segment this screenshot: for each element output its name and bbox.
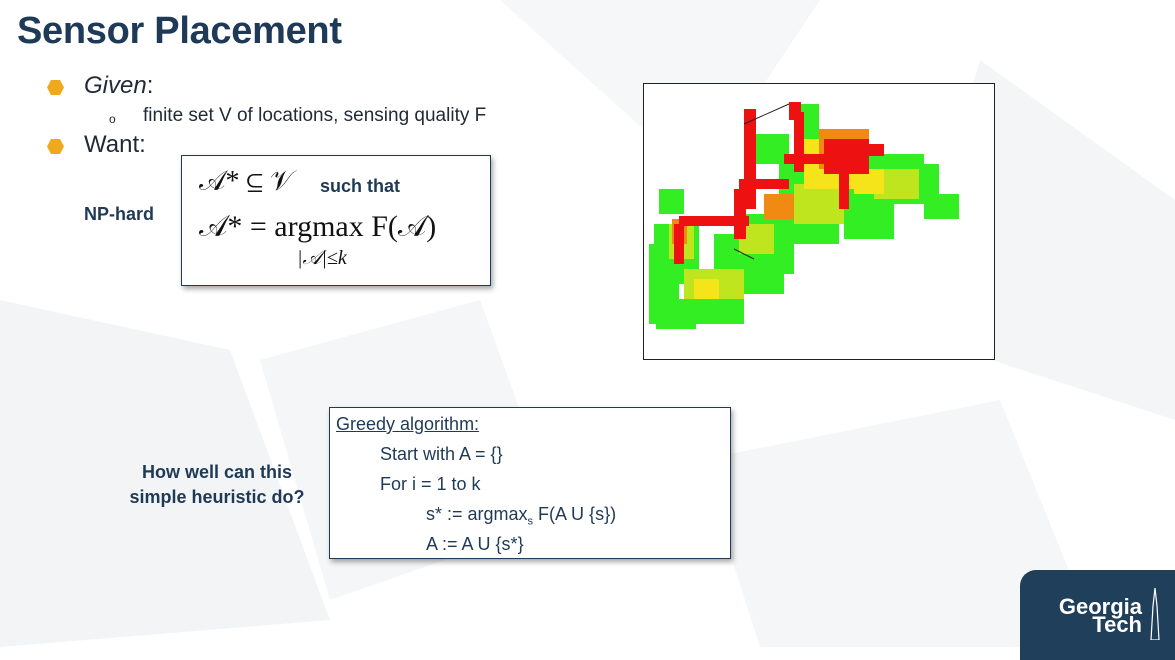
bullet-given: Given: (84, 72, 153, 100)
such-that-label: such that (320, 176, 401, 196)
sub-bullet-text: finite set V of locations, sensing quali… (143, 105, 487, 126)
algorithm-step-prefix: s* := argmax (426, 504, 528, 524)
formula-constraint: |𝒜|≤k (297, 247, 347, 269)
hexagon-bullet-icon (47, 80, 64, 95)
algorithm-step-suffix: F(A U {s}) (533, 504, 617, 524)
algorithm-heading: Greedy algorithm: (336, 414, 480, 434)
algorithm-line: For i = 1 to k (380, 474, 481, 494)
bullet-want: Want: (84, 131, 146, 158)
hexagon-bullet-icon (47, 139, 64, 154)
np-hard-label: NP-hard (84, 204, 155, 224)
algorithm-line: Start with A = {} (380, 444, 503, 464)
algorithm-step-subscript: s (527, 515, 534, 528)
question-text: How well can this simple heuristic do? (129, 462, 305, 507)
algorithm-step-line: s* := argmaxs F(A U {s}) (426, 504, 616, 528)
bullet-given-colon: : (146, 72, 154, 99)
logo-line-1: Georgia (1058, 594, 1142, 619)
georgia-tech-logo: Georgia Tech (1020, 570, 1175, 660)
page-title: Sensor Placement (17, 10, 342, 52)
logo-line-2: Tech (1092, 612, 1142, 637)
tower-icon (1150, 588, 1160, 640)
formula-line-2: 𝒜* = argmax F(𝒜) (199, 210, 437, 243)
algorithm-box: Greedy algorithm: Start with A = {} For … (329, 407, 731, 559)
bullet-given-label: Given (84, 72, 147, 99)
formula-box: 𝒜* ⊆ 𝒱 such that 𝒜* = argmax F(𝒜) |𝒜|≤k (181, 155, 491, 286)
algorithm-line: A := A U {s*} (426, 534, 524, 554)
sensing-map-figure (643, 83, 995, 360)
sub-bullet-icon: o (109, 112, 116, 126)
formula-line-1: 𝒜* ⊆ 𝒱 (199, 166, 294, 197)
sensing-heatmap (649, 102, 959, 329)
